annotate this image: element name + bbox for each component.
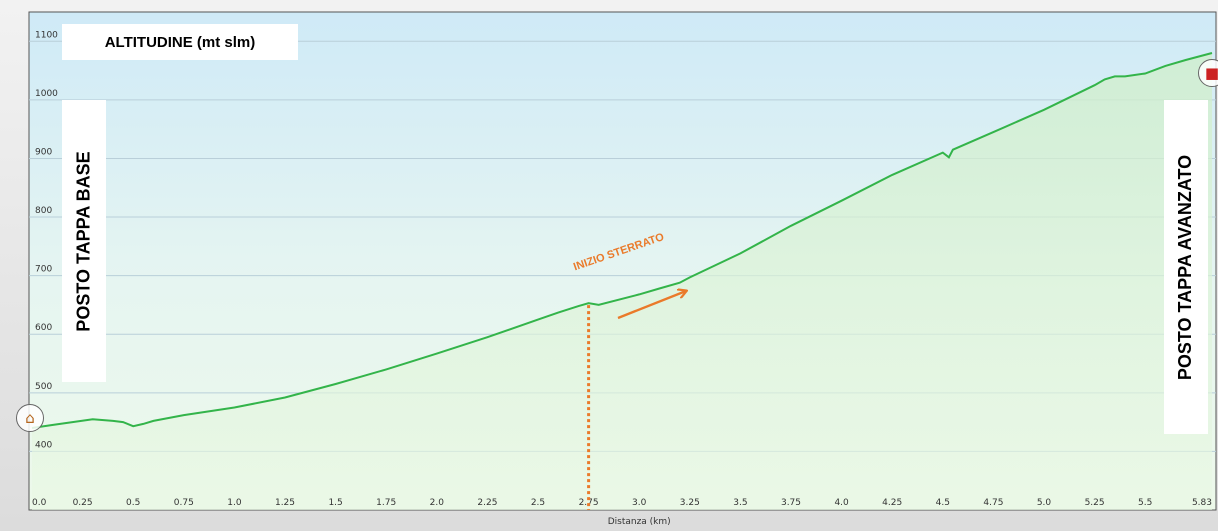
x-tick-label: 1.5 xyxy=(328,498,342,508)
x-tick-label: 4.5 xyxy=(936,498,950,508)
x-tick-label: 3.25 xyxy=(680,498,700,508)
y-tick-label: 800 xyxy=(35,206,52,216)
y-tick-label: 700 xyxy=(35,265,52,275)
x-tick-label: 5.5 xyxy=(1138,498,1152,508)
x-tick-label: 0.25 xyxy=(73,498,93,508)
x-tick-label: 5.25 xyxy=(1085,498,1105,508)
x-tick-label: 1.25 xyxy=(275,498,295,508)
start-label: POSTO TAPPA BASE xyxy=(73,150,94,332)
x-tick-label: 4.0 xyxy=(834,498,849,508)
x-axis-label: Distanza (km) xyxy=(608,517,671,527)
start-label-box: POSTO TAPPA BASE xyxy=(62,100,106,382)
y-tick-label: 1100 xyxy=(35,30,58,40)
elevation-line xyxy=(31,52,1213,429)
car-icon: ■ xyxy=(1198,59,1218,87)
x-tick-label: 0.75 xyxy=(174,498,194,508)
annotation-arrow xyxy=(617,291,686,320)
y-tick-label: 400 xyxy=(35,440,52,450)
end-label: POSTO TAPPA AVANZATO xyxy=(1175,154,1196,380)
x-tick-label: 1.75 xyxy=(376,498,396,508)
x-tick-label: 4.25 xyxy=(882,498,902,508)
y-tick-label: 1000 xyxy=(35,89,58,99)
x-tick-label: 1.0 xyxy=(227,498,242,508)
y-tick-label: 500 xyxy=(35,382,52,392)
x-tick-label: 2.0 xyxy=(430,498,445,508)
x-tick-label: 0.0 xyxy=(32,498,47,508)
end-label-box: POSTO TAPPA AVANZATO xyxy=(1164,100,1208,434)
elevation-area xyxy=(32,53,1212,510)
chart-title: ALTITUDINE (mt slm) xyxy=(62,24,298,60)
x-tick-label: 3.75 xyxy=(781,498,801,508)
y-tick-label: 900 xyxy=(35,147,52,157)
x-tick-label: 3.0 xyxy=(632,498,647,508)
x-tick-label: 5.0 xyxy=(1037,498,1052,508)
x-tick-label: 5.83 xyxy=(1192,498,1212,508)
y-tick-label: 600 xyxy=(35,323,52,333)
x-tick-label: 2.25 xyxy=(477,498,497,508)
x-tick-label: 0.5 xyxy=(126,498,140,508)
x-tick-label: 3.5 xyxy=(733,498,747,508)
home-icon: ⌂ xyxy=(16,404,44,432)
x-tick-label: 4.75 xyxy=(983,498,1003,508)
x-tick-label: 2.75 xyxy=(579,498,599,508)
x-tick-label: 2.5 xyxy=(531,498,545,508)
